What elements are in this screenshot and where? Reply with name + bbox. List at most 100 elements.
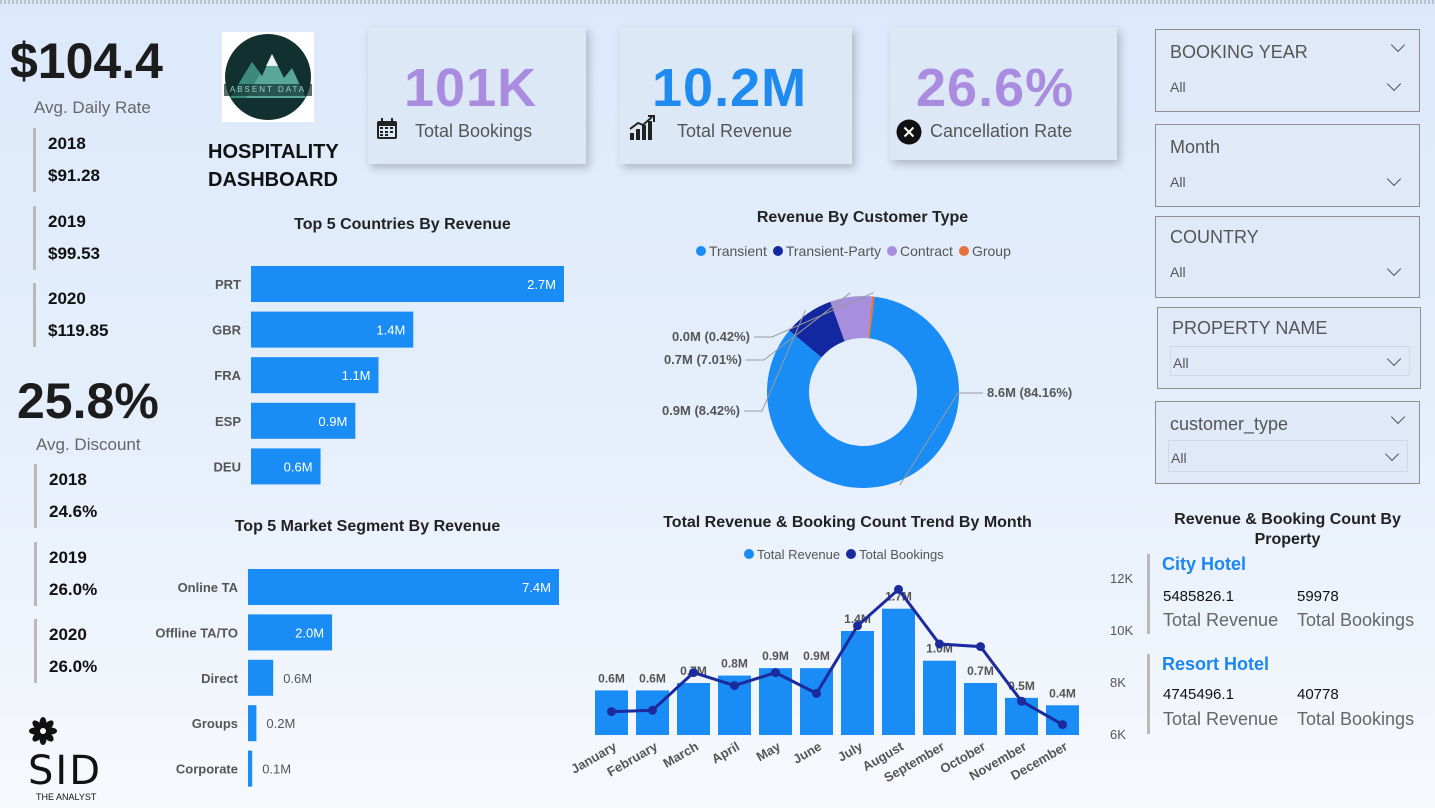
- bar-category-label: Online TA: [178, 580, 239, 595]
- bookings-point[interactable]: [894, 584, 903, 594]
- chevron-down-icon[interactable]: [1386, 76, 1402, 92]
- donut-slice-transient[interactable]: [767, 296, 959, 488]
- revenue-bar-label: 0.9M: [803, 649, 830, 663]
- bar-category-label: ESP: [215, 414, 241, 429]
- slicer-property-name-value[interactable]: All: [1173, 355, 1189, 371]
- bar-category-label: Groups: [192, 716, 238, 731]
- bookings-point[interactable]: [730, 681, 739, 691]
- revenue-bar[interactable]: [964, 683, 997, 735]
- legend-item-total-bookings[interactable]: Total Bookings: [846, 547, 944, 562]
- slicer-customer-type[interactable]: customer_type All: [1155, 401, 1420, 484]
- bookings-point[interactable]: [607, 707, 616, 717]
- property-bookings: 40778: [1297, 686, 1339, 703]
- bookings-point[interactable]: [1017, 696, 1026, 706]
- discount-year-2020: 2020 26.0%: [34, 619, 97, 683]
- slicer-customer-type-value[interactable]: All: [1171, 450, 1187, 466]
- bar-value-label: 2.7M: [527, 277, 556, 292]
- bar-category-label: Corporate: [176, 762, 238, 777]
- chevron-down-icon[interactable]: [1384, 446, 1400, 462]
- chevron-down-icon[interactable]: [1386, 261, 1402, 277]
- legend-item-contract[interactable]: Contract: [887, 243, 953, 259]
- bookings-point[interactable]: [812, 688, 821, 698]
- chevron-down-icon[interactable]: [1386, 171, 1402, 187]
- bar[interactable]: [248, 705, 257, 742]
- bookings-point[interactable]: [689, 668, 698, 678]
- bookings-point[interactable]: [648, 705, 657, 715]
- discount-year-2018: 2018 24.6%: [34, 464, 97, 528]
- segments-bar-chart: Online TA 7.4M Offline TA/TO 2.0M Direct 0.6M…: [155, 569, 559, 787]
- bar[interactable]: [248, 614, 333, 651]
- bar-value-label: 0.6M: [283, 671, 312, 686]
- slicer-customer-type-dropdown[interactable]: All: [1168, 440, 1408, 472]
- bookings-point[interactable]: [853, 621, 862, 631]
- revenue-bar-label: 0.5M: [1008, 679, 1035, 693]
- slicer-property-name-dropdown[interactable]: All: [1170, 346, 1410, 376]
- bar[interactable]: [251, 311, 414, 348]
- sid-logo-subtitle: THE ANALYST: [36, 792, 97, 802]
- property-revenue-label: Total Revenue: [1163, 610, 1279, 630]
- donut-data-label: 0.9M (8.42%): [662, 403, 740, 418]
- property-bookings: 59978: [1297, 588, 1339, 605]
- slicer-booking-year-value[interactable]: All: [1170, 79, 1186, 95]
- donut-leader-line: [754, 292, 874, 338]
- avg-daily-rate-value: $104.4: [10, 33, 163, 89]
- bookings-point[interactable]: [771, 668, 780, 678]
- legend-item-transient-party[interactable]: Transient-Party: [772, 243, 881, 259]
- bar[interactable]: [248, 569, 559, 605]
- slicer-property-name[interactable]: PROPERTY NAME All: [1157, 307, 1421, 389]
- slicer-country-value[interactable]: All: [1170, 264, 1186, 280]
- donut-data-label: 0.7M (7.01%): [664, 352, 742, 367]
- trend-legend: Total Revenue Total Bookings: [744, 547, 944, 562]
- revenue-bar[interactable]: [800, 668, 833, 735]
- revenue-bar[interactable]: [677, 683, 710, 735]
- bookings-point[interactable]: [1058, 720, 1067, 730]
- revenue-bar[interactable]: [882, 608, 915, 735]
- bookings-line[interactable]: [611, 587, 1064, 726]
- bar[interactable]: [248, 750, 253, 787]
- bar[interactable]: [251, 357, 379, 394]
- property-card-resort-hotel: Resort Hotel 4745496.1 40778 Total Reven…: [1147, 654, 1417, 734]
- bookings-point[interactable]: [935, 639, 944, 649]
- discount-year-2019: 2019 26.0%: [34, 542, 97, 606]
- legend-item-group[interactable]: Group: [958, 243, 1011, 259]
- calendar-icon: [377, 118, 397, 139]
- right-axis-tick-label: 12K: [1110, 571, 1133, 586]
- chevron-down-icon[interactable]: [1390, 409, 1406, 425]
- slicer-month[interactable]: Month All: [1155, 124, 1420, 207]
- slicer-month-title: Month: [1170, 137, 1221, 157]
- slicer-booking-year[interactable]: BOOKING YEAR All: [1155, 29, 1420, 112]
- slicer-country[interactable]: COUNTRY All: [1155, 216, 1420, 298]
- flower-logo-icon: [29, 717, 57, 745]
- chevron-down-icon[interactable]: [1386, 351, 1402, 367]
- bar-value-label: 2.0M: [295, 625, 324, 640]
- month-tick-label: March: [660, 739, 701, 771]
- revenue-bar[interactable]: [923, 660, 956, 735]
- dashboard-title: HOSPITALITY DASHBOARD: [208, 141, 339, 191]
- property-section-title: Revenue & Booking Count By Property: [1174, 511, 1401, 548]
- donut-slice-transient-party[interactable]: [789, 301, 845, 358]
- donut-data-label: 0.0M (0.42%): [672, 329, 750, 344]
- slicer-month-value[interactable]: All: [1170, 174, 1186, 190]
- revenue-bar-label: 0.6M: [598, 671, 625, 685]
- customer-type-chart-title: Revenue By Customer Type: [756, 209, 969, 226]
- donut-data-label: 8.6M (84.16%): [987, 385, 1072, 400]
- revenue-bar[interactable]: [841, 631, 874, 735]
- bar[interactable]: [251, 448, 321, 485]
- revenue-bar-label: 0.7M: [967, 664, 994, 678]
- chevron-down-icon[interactable]: [1390, 37, 1406, 53]
- bar-value-label: 0.1M: [262, 762, 291, 777]
- donut-slice-group[interactable]: [868, 296, 875, 339]
- donut-leader-line: [744, 309, 807, 412]
- legend-item-total-revenue[interactable]: Total Revenue: [744, 547, 840, 562]
- customer-type-legend: Transient Transient-Party Contract Group: [696, 243, 1011, 259]
- bar[interactable]: [251, 266, 564, 302]
- bar-value-label: 1.1M: [342, 368, 371, 383]
- bookings-point[interactable]: [976, 642, 985, 652]
- legend-item-transient[interactable]: Transient: [696, 243, 767, 259]
- mountain-logo-icon: [224, 34, 312, 120]
- bar-value-label: 0.9M: [318, 414, 347, 429]
- total-bookings-value: 101K: [404, 58, 538, 118]
- bar[interactable]: [251, 402, 356, 439]
- trend-chart-title: Total Revenue & Booking Count Trend By M…: [663, 514, 1032, 531]
- bar[interactable]: [248, 659, 274, 696]
